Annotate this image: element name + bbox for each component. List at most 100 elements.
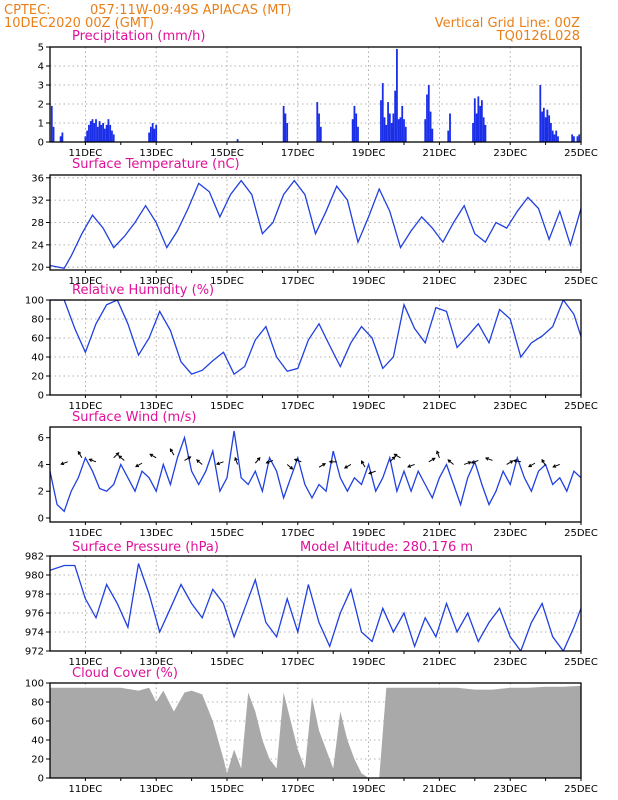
precip-xtick-label: 23DEC xyxy=(493,148,527,159)
wind-arrow-shaft xyxy=(344,464,352,469)
wind-arrow-shaft xyxy=(184,456,191,461)
precip-ytick-label: 1 xyxy=(38,119,44,130)
cloud-title: Cloud Cover (%) xyxy=(72,666,178,681)
wind-ytick-label: 4 xyxy=(38,460,44,471)
cloud-xtick-label: 19DEC xyxy=(352,784,386,795)
precip-bar-21 xyxy=(148,132,151,142)
humidity-ytick-label: 40 xyxy=(31,353,44,364)
wind-arrow-head xyxy=(265,460,270,464)
wind-xtick-label: 21DEC xyxy=(423,528,457,539)
precip-bar-52 xyxy=(424,119,427,142)
wind-panel: 0 2 4 6 11DEC 13DEC 15DEC 17DEC 19DEC 21DEC 23DEC 2… xyxy=(38,410,598,539)
wind-arrow-12 xyxy=(254,456,261,464)
precip-bar-7 xyxy=(89,121,92,142)
wind-arrow-head xyxy=(361,460,365,465)
wind-arrow-shaft xyxy=(89,458,97,463)
wind-arrow-head xyxy=(169,448,174,453)
wind-arrow-shaft xyxy=(196,459,203,465)
wind-arrow-33 xyxy=(541,458,547,467)
temp-ytick-label: 24 xyxy=(31,240,44,251)
wind-xtick-label: 15DEC xyxy=(210,528,244,539)
wind-arrow-head xyxy=(391,456,396,460)
wind-arrow-3 xyxy=(113,452,120,459)
precip-bar-75 xyxy=(553,134,556,142)
temp-xtick-label: 23DEC xyxy=(493,276,527,287)
precip-bar-68 xyxy=(541,111,543,142)
wind-xtick-label: 19DEC xyxy=(352,528,386,539)
wind-arrow-1 xyxy=(77,450,83,459)
precip-bar-49 xyxy=(401,105,404,142)
wind-arrow-shaft xyxy=(361,460,366,468)
wind-arrow-27 xyxy=(464,461,472,465)
precip-bar-10 xyxy=(95,119,97,142)
wind-ytick-label: 2 xyxy=(38,487,44,498)
cloud-xtick-label: 21DEC xyxy=(423,784,457,795)
wind-arrow-22 xyxy=(393,453,401,459)
precip-bar-48 xyxy=(399,117,402,142)
humidity-ytick-label: 80 xyxy=(31,315,44,326)
wind-arrow-shaft xyxy=(389,456,396,463)
precip-bar-73 xyxy=(550,123,552,142)
wind-arrow-head xyxy=(343,465,348,469)
precip-xtick-label: 21DEC xyxy=(423,148,457,159)
wind-arrow-2 xyxy=(88,458,97,463)
wind-arrow-head xyxy=(256,456,261,461)
precip-bar-80 xyxy=(576,136,579,142)
wind-arrow-head xyxy=(149,453,154,458)
wind-arrow-head xyxy=(509,460,514,464)
pressure-xtick-label: 23DEC xyxy=(493,657,527,668)
wind-frame xyxy=(49,426,582,523)
pressure-panel: 972 974 976 978 980 982 11DEC 13DEC 15DEC 17DEC 19… xyxy=(25,540,598,668)
wind-arrow-shaft xyxy=(149,453,157,459)
header-grid-note: Vertical Grid Line: 00Z xyxy=(435,16,580,31)
pressure-ytick-label: 980 xyxy=(25,571,44,582)
precip-bar-3 xyxy=(61,132,64,142)
wind-arrow-shaft xyxy=(77,451,83,459)
wind-arrow-shaft xyxy=(118,455,125,461)
wind-arrow-head xyxy=(436,450,440,455)
precip-bar-44 xyxy=(392,113,395,142)
wind-arrow-8 xyxy=(184,456,192,461)
precip-bar-24 xyxy=(153,128,156,142)
wind-arrow-head xyxy=(322,463,327,467)
precip-panel: 0 1 2 3 4 5 11DEC 13DEC 15DEC 17DEC 19DEC 21DEC 23DE… xyxy=(38,29,598,159)
wind-arrow-shaft xyxy=(506,460,513,465)
wind-arrow-30 xyxy=(506,460,514,465)
wind-arrow-16 xyxy=(318,463,327,468)
precip-bar-51 xyxy=(404,126,407,142)
pressure-xtick-label: 19DEC xyxy=(352,657,386,668)
precip-bar-31 xyxy=(318,113,320,142)
cloud-panel: 0 20 40 60 80 100 11DEC 13DEC 15DEC 17DEC 19DEC 21D… xyxy=(25,666,598,795)
precip-bar-16 xyxy=(105,124,108,142)
wind-xtick-label: 11DEC xyxy=(69,528,103,539)
precip-bar-56 xyxy=(431,128,434,142)
precip-ytick-label: 4 xyxy=(38,62,44,73)
precip-bar-23 xyxy=(151,123,154,142)
precip-bar-41 xyxy=(387,102,389,142)
precip-bar-74 xyxy=(551,130,554,142)
wind-arrow-shaft xyxy=(513,460,521,463)
wind-arrow-shaft xyxy=(407,463,415,468)
precip-xtick-label: 19DEC xyxy=(352,148,386,159)
header-run: 10DEC2020 00Z (GMT) xyxy=(4,16,154,31)
pressure-xtick-label: 13DEC xyxy=(139,657,173,668)
precip-xtick-label: 17DEC xyxy=(281,148,315,159)
wind-arrow-head xyxy=(512,459,517,463)
precip-bar-39 xyxy=(383,117,386,142)
wind-arrow-head xyxy=(77,450,82,455)
humidity-xtick-label: 11DEC xyxy=(69,401,103,412)
precip-ytick-label: 5 xyxy=(38,43,44,54)
precip-bar-18 xyxy=(109,124,112,142)
precip-bar-81 xyxy=(578,134,581,142)
wind-arrow-shaft xyxy=(169,448,175,456)
precip-bar-5 xyxy=(86,130,89,142)
wind-arrow-shaft xyxy=(447,459,454,465)
pressure-title: Surface Pressure (hPa) xyxy=(72,540,219,555)
wind-arrow-head xyxy=(60,461,65,466)
precip-bar-34 xyxy=(353,105,356,142)
wind-arrow-head xyxy=(118,455,123,459)
cloud-frame xyxy=(49,682,582,779)
precip-xtick-label: 11DEC xyxy=(69,148,103,159)
wind-arrow-head xyxy=(393,453,398,458)
wind-line xyxy=(50,430,581,513)
